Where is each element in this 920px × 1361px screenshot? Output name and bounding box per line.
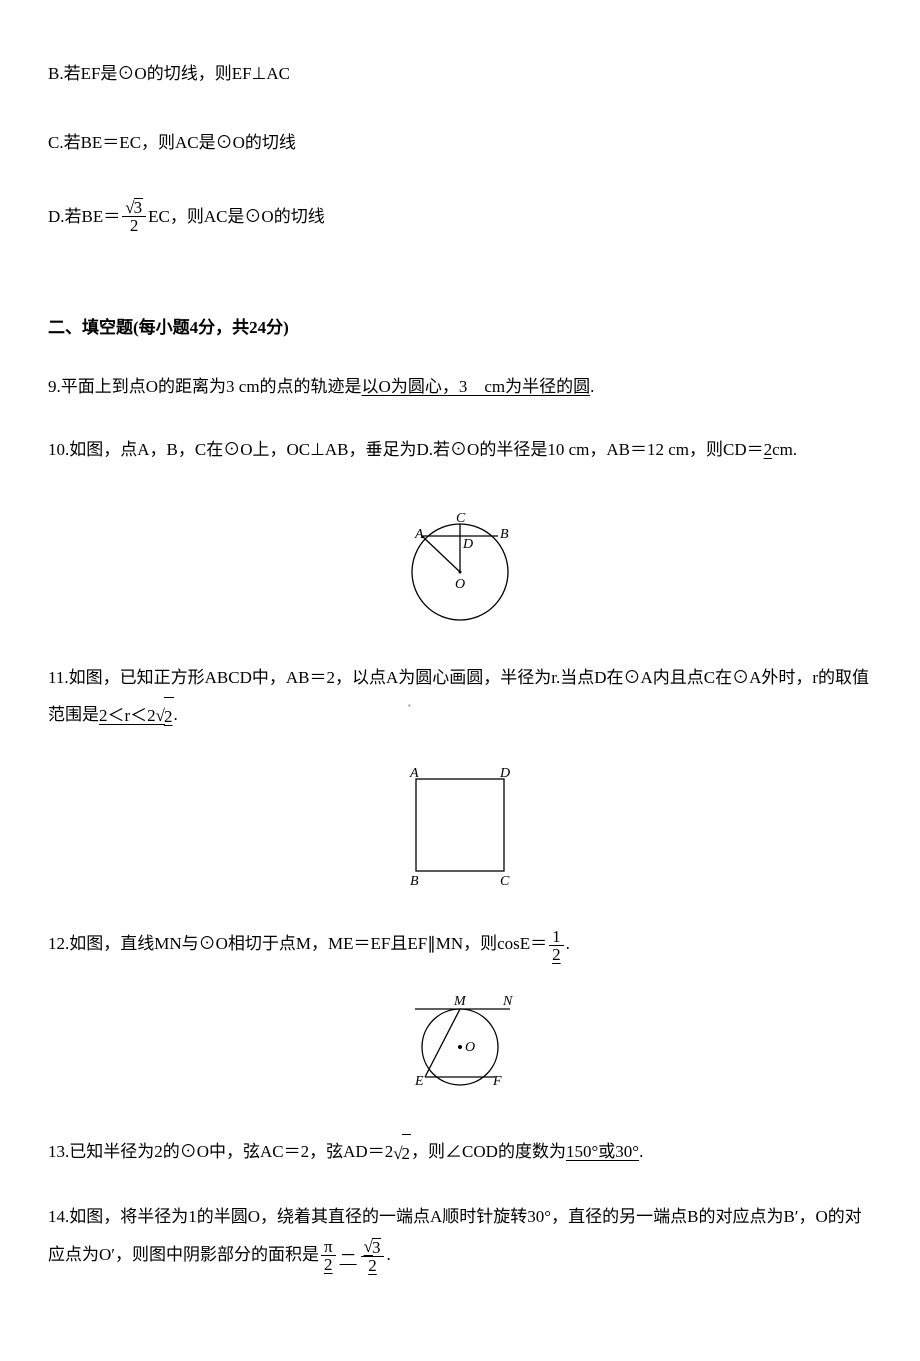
svg-text:O: O	[455, 577, 465, 592]
svg-text:O: O	[465, 1040, 475, 1055]
q14-post: .	[386, 1245, 390, 1264]
q11-answer: 2＜r＜22	[99, 697, 174, 735]
svg-text:D: D	[499, 766, 510, 781]
svg-text:A: A	[409, 766, 419, 781]
svg-text:N: N	[502, 994, 513, 1009]
q10-post: cm.	[772, 440, 797, 459]
option-d-pre: D.若BE＝	[48, 203, 120, 230]
svg-text:B: B	[410, 874, 419, 889]
q12-pre: 12.如图，直线MN与⊙O相切于点M，ME＝EF且EF∥MN，则cosE＝	[48, 934, 547, 953]
svg-text:C: C	[456, 511, 466, 526]
option-d-post: EC，则AC是⊙O的切线	[148, 203, 325, 230]
figure-12: M N E F O	[48, 989, 872, 1107]
question-12: 12.如图，直线MN与⊙O相切于点M，ME＝EF且EF∥MN，则cosE＝12.	[48, 925, 872, 963]
q9-pre: 9.平面上到点O的距离为3 cm的点的轨迹是	[48, 377, 362, 396]
svg-text:A: A	[414, 527, 424, 542]
figure-11: A D B C	[48, 761, 872, 899]
question-10: 10.如图，点A，B，C在⊙O上，OC⊥AB，垂足为D.若⊙O的半径是10 cm…	[48, 431, 872, 468]
q13-answer: 150°或30°	[566, 1142, 639, 1161]
question-11: 11.如图，已知正方形ABCD中，AB＝2，以点A为圆心画圆，半径为r.当点D在…	[48, 659, 872, 736]
option-b-text: B.若EF是⊙O的切线，则EF⊥AC	[48, 64, 290, 83]
question-9: 9.平面上到点O的距离为3 cm的点的轨迹是以O为圆心，3 cm为半径的圆.	[48, 368, 872, 405]
q12-answer: 12	[549, 928, 564, 963]
q14-pre: 14.如图，将半径为1的半圆O，绕着其直径的一端点A顺时针旋转30°，直径的另一…	[48, 1207, 862, 1263]
svg-text:B: B	[500, 527, 509, 542]
option-c: C.若BE＝EC，则AC是⊙O的切线	[48, 129, 872, 156]
svg-text:E: E	[414, 1074, 424, 1089]
q9-answer: 以O为圆心，3 cm为半径的圆	[362, 377, 591, 396]
question-14: 14.如图，将半径为1的半圆O，绕着其直径的一端点A顺时针旋转30°，直径的另一…	[48, 1198, 872, 1274]
watermark-dot: ▪	[408, 697, 411, 715]
figure-10: A B C D O	[48, 494, 872, 632]
q10-answer: 2	[764, 440, 773, 459]
q10-pre: 10.如图，点A，B，C在⊙O上，OC⊥AB，垂足为D.若⊙O的半径是10 cm…	[48, 440, 764, 459]
q9-post: .	[590, 377, 594, 396]
q12-post: .	[566, 934, 570, 953]
svg-text:M: M	[453, 994, 467, 1009]
q13-sqrt: 2	[393, 1134, 411, 1172]
q13-mid: ，则∠COD的度数为	[411, 1142, 566, 1161]
q11-post: .	[174, 705, 178, 724]
figure-10-svg: A B C D O	[390, 494, 530, 624]
option-b: B.若EF是⊙O的切线，则EF⊥AC	[48, 60, 872, 87]
q13-post: .	[639, 1142, 643, 1161]
section-header: 二、填空题(每小题4分，共24分)	[48, 314, 872, 341]
svg-text:D: D	[462, 537, 473, 552]
q14-answer: π2－32	[319, 1237, 386, 1274]
figure-12-svg: M N E F O	[395, 989, 525, 1099]
option-d-fraction: 3 2	[122, 198, 146, 234]
figure-11-svg: A D B C	[400, 761, 520, 891]
q13-pre: 13.已知半径为2的⊙O中，弦AC＝2，弦AD＝2	[48, 1142, 393, 1161]
svg-text:F: F	[492, 1074, 502, 1089]
option-c-text: C.若BE＝EC，则AC是⊙O的切线	[48, 133, 296, 152]
svg-text:C: C	[500, 874, 510, 889]
question-13: 13.已知半径为2的⊙O中，弦AC＝2，弦AD＝22，则∠COD的度数为150°…	[48, 1133, 872, 1172]
option-d: D.若BE＝ 3 2 EC，则AC是⊙O的切线	[48, 198, 872, 234]
